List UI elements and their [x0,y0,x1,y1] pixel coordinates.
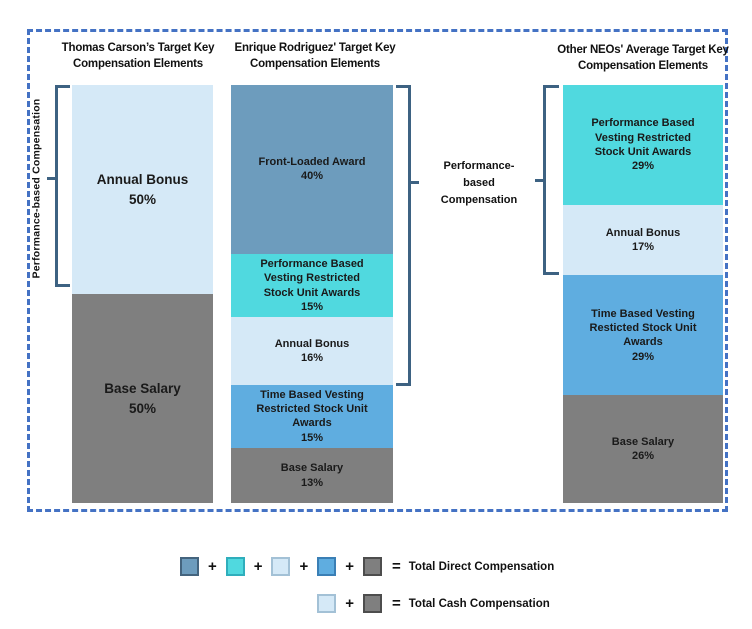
equals-sign: = [392,595,401,612]
bracket-line [55,284,70,287]
legend-swatch-base_salary [363,557,382,576]
bracket-line [408,85,411,386]
segment-base_salary: Base Salary 13% [231,448,393,503]
plus-sign: + [299,558,309,575]
segment-base_salary: Base Salary 50% [72,294,213,503]
legend: + + + + = Total Direct Compensation + = Total Ca… [140,557,554,613]
segment-percent: 15% [300,300,324,313]
legend-label: Total Direct Compensation [408,560,555,573]
segment-performance_rsu: Performance Based Vesting Restricted Sto… [231,253,393,318]
segment-annual_bonus: Annual Bonus 16% [231,317,393,385]
segment-label: Annual Bonus [96,171,189,187]
segment-label: Base Salary [280,462,344,475]
legend-label: Total Cash Compensation [408,597,550,610]
segment-time_rsu: Time Based Vesting Restricted Stock Unit… [231,384,393,449]
bracket-line [396,85,411,88]
segment-label: Base Salary [104,380,181,396]
stacked-bar-enrique: Front-Loaded Award 40% Performance Based V… [231,85,393,503]
legend-swatch-annual_bonus [271,557,291,576]
stacked-bar-thomas: Annual Bonus 50% Base Salary 50% [72,85,213,503]
column-title-enrique: Enrique Rodriguez' Target Key Compensati… [234,42,396,71]
plus-sign: + [345,558,354,575]
bracket-line [535,179,543,182]
left-axis-label: Performance-based Compensation [30,98,43,279]
legend-swatch-annual_bonus [317,594,337,613]
bracket-line [55,85,70,88]
segment-percent: 13% [300,476,324,489]
segment-percent: 29% [631,160,655,173]
bracket-line [47,177,55,180]
segment-front_loaded_award: Front-Loaded Award 40% [231,85,393,254]
segment-label: Front-Loaded Award [258,156,366,169]
bracket-line [396,383,411,386]
segment-percent: 40% [300,170,324,183]
segment-annual_bonus: Annual Bonus 50% [72,85,213,294]
segment-label: Annual Bonus [274,337,350,350]
segment-label: Performance Based Vesting Restricted Sto… [591,117,695,158]
segment-base_salary: Base Salary 26% [563,395,723,503]
legend-swatch-front_loaded_award [179,557,199,576]
plus-sign: + [253,558,263,575]
legend-result: = Total Direct Compensation [392,559,554,574]
legend-swatch-performance_rsu [225,557,245,576]
segment-time_rsu: Time Based Vesting Resticted Stock Unit … [563,275,723,396]
bracket-line [55,85,58,287]
stacked-bar-other-neos: Performance Based Vesting Restricted Sto… [563,85,723,503]
center-annotation-label: Performance-based Compensation [440,160,518,207]
plus-sign: + [207,558,217,575]
segment-label: Base Salary [611,435,675,448]
bracket-line [543,272,559,275]
segment-performance_rsu: Performance Based Vesting Restricted Sto… [563,85,723,206]
legend-swatch-time_rsu [317,557,337,576]
segment-percent: 17% [631,241,655,254]
segment-percent: 50% [128,191,157,207]
legend-swatch-chain: + [317,594,382,613]
segment-label: Time Based Vesting Resticted Stock Unit … [589,307,697,349]
segment-percent: 16% [300,352,324,364]
bracket-line [543,85,546,275]
legend-result: = Total Cash Compensation [392,596,554,611]
legend-swatch-chain: + + + + [179,557,382,576]
equals-sign: = [392,558,401,575]
segment-percent: 50% [128,400,157,416]
bracket-line [411,181,419,184]
segment-percent: 15% [300,431,324,444]
segment-percent: 29% [631,350,655,363]
segment-label: Annual Bonus [605,226,681,239]
segment-label: Time Based Vesting Restricted Stock Unit… [256,388,368,430]
segment-percent: 26% [631,450,655,463]
plus-sign: + [345,595,354,612]
bracket-line [543,85,559,88]
dashed-border-frame [27,29,728,512]
column-title-other-neos: Other NEOs' Average Target Key Compensat… [557,44,729,73]
column-title-thomas: Thomas Carson’s Target Key Compensation … [61,42,215,71]
legend-swatch-base_salary [363,594,382,613]
segment-label: Performance Based Vesting Restricted Sto… [260,257,364,299]
segment-annual_bonus: Annual Bonus 17% [563,205,723,276]
